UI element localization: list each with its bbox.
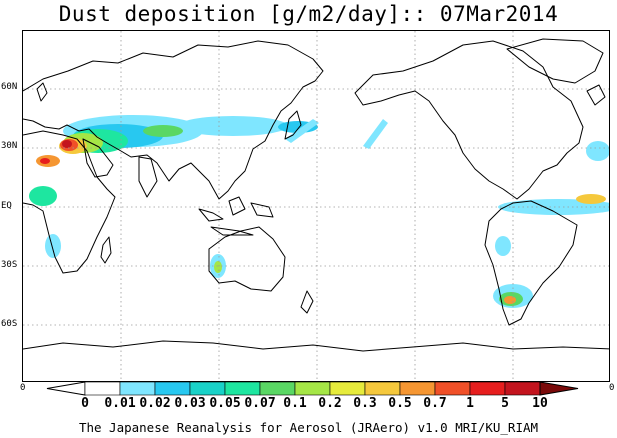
colorbar-high-arrow [539, 381, 579, 396]
map-panel [22, 30, 610, 382]
colorbar-swatch [504, 381, 541, 396]
lon-label-left: 0 [20, 383, 26, 393]
dust-patch [62, 140, 72, 148]
lat-label-30s: 30S [1, 260, 18, 270]
colorbar-low-arrow [46, 381, 86, 396]
colorbar-tick-label: 0.3 [353, 396, 377, 411]
lat-label-60s: 60S [1, 319, 18, 329]
colorbar-swatch [84, 381, 121, 396]
colorbar-swatch [469, 381, 506, 396]
colorbar-tick-label: 10 [532, 396, 548, 411]
dust-patch [40, 158, 50, 164]
dust-patch [214, 261, 222, 273]
colorbar-tick-label: 0 [81, 396, 89, 411]
lat-label-60n: 60N [1, 82, 18, 92]
colorbar-swatch [119, 381, 156, 396]
footer-credit: The Japanese Reanalysis for Aerosol (JRA… [78, 420, 539, 435]
colorbar [46, 381, 579, 396]
dust-patch [178, 116, 288, 136]
world-map [23, 31, 609, 381]
colorbar-tick-label: 0.5 [388, 396, 412, 411]
dust-patch [495, 236, 511, 256]
colorbar-swatch [259, 381, 296, 396]
coastlines [23, 38, 609, 352]
colorbar-tick-label: 0.02 [139, 396, 171, 411]
colorbar-tick-label: 5 [501, 396, 509, 411]
colorbar-swatch [399, 381, 436, 396]
colorbar-swatch [364, 381, 401, 396]
colorbar-tick-label: 0.1 [283, 396, 307, 411]
colorbar-swatch [189, 381, 226, 396]
dust-patch [143, 125, 183, 137]
colorbar-swatch [154, 381, 191, 396]
colorbar-tick-label: 0.03 [174, 396, 206, 411]
dust-patch [363, 119, 388, 149]
colorbar-tick-label: 0.07 [244, 396, 276, 411]
colorbar-tick-label: 0.7 [423, 396, 447, 411]
map-title: Dust deposition [g/m2/day]:: 07Mar2014 [58, 2, 559, 26]
lon-label-right: 0 [609, 383, 615, 393]
colorbar-swatch [434, 381, 471, 396]
dust-patch [498, 199, 609, 215]
colorbar-tick-label: 0.2 [318, 396, 342, 411]
dust-patch [285, 119, 319, 143]
dust-patch [45, 234, 61, 258]
colorbar-tick-label: 0.05 [209, 396, 241, 411]
dust-patch [586, 141, 609, 161]
lat-label-eq: EQ [1, 201, 12, 211]
dust-patch [576, 194, 606, 204]
graticule [23, 31, 609, 381]
colorbar-swatch [329, 381, 366, 396]
colorbar-swatch [294, 381, 331, 396]
colorbar-tick-label: 0.01 [104, 396, 136, 411]
dust-patch [29, 186, 57, 206]
lat-label-30n: 30N [1, 141, 18, 151]
colorbar-tick-label: 1 [466, 396, 474, 411]
colorbar-swatch [224, 381, 261, 396]
